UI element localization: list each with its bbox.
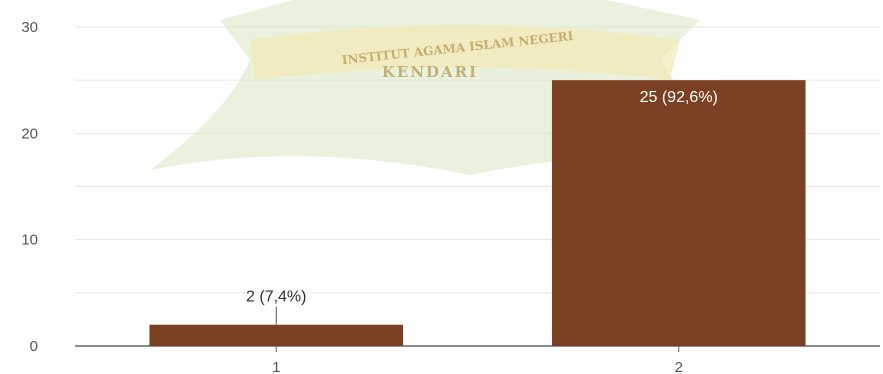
bars <box>149 80 806 347</box>
x-tick-label: 2 <box>675 359 683 374</box>
watermark-ribbon <box>250 25 680 80</box>
bar-1 <box>149 324 404 346</box>
y-tick-label: 10 <box>21 232 38 249</box>
x-tick-label: 1 <box>272 359 280 374</box>
labels: 2 (7,4%) 25 (92,6%) <box>246 89 718 325</box>
bar-2 <box>551 80 806 347</box>
y-tick-label: 20 <box>21 125 38 142</box>
data-label: 25 (92,6%) <box>640 89 718 106</box>
data-label: 2 (7,4%) <box>246 289 306 306</box>
y-tick-label: 30 <box>21 19 38 36</box>
watermark-text-line2: KENDARI <box>382 63 478 81</box>
watermark-logo: INSTITUT AGAMA ISLAM NEGERI KENDARI <box>150 0 770 175</box>
y-tick-label: 0 <box>30 338 38 355</box>
